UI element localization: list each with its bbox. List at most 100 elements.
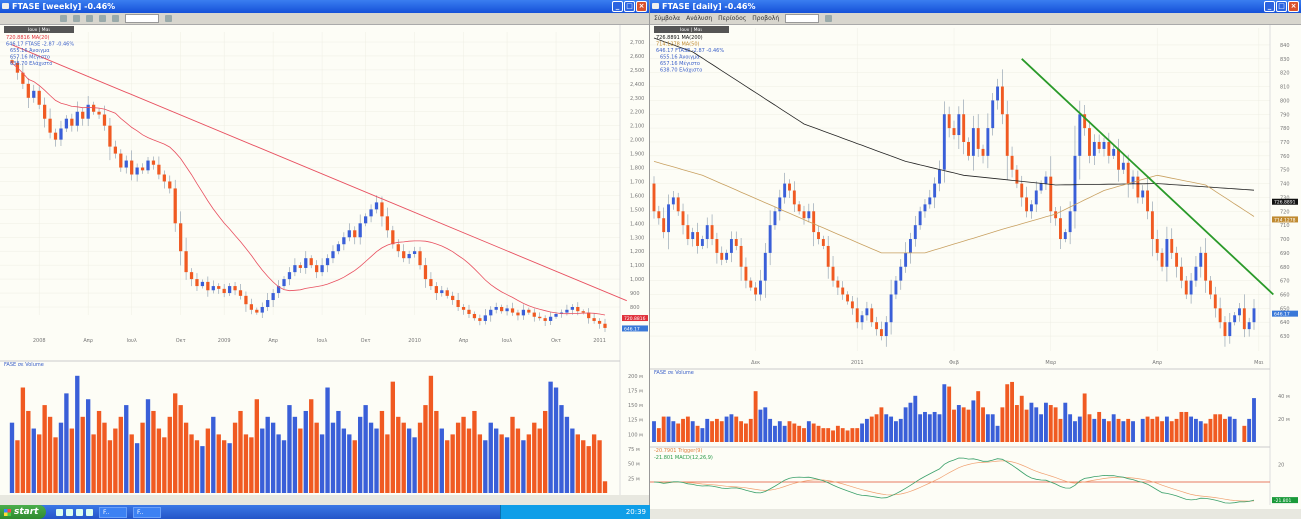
volume-bar [874,414,879,442]
desktop-icon[interactable] [86,508,93,516]
app-icon[interactable] [76,508,83,516]
window-icon [2,3,9,9]
folder-icon[interactable] [66,508,73,516]
volume-bar [724,416,729,442]
volume-bar [69,428,75,493]
candle [817,232,820,240]
candle [483,315,487,321]
title-bar: FTASE [weekly] -0.46% _ □ × [0,0,649,13]
candle [407,254,411,259]
volume-bar [167,416,172,493]
volume-bar [913,395,918,442]
candle [1228,322,1232,337]
candle [211,286,215,291]
volume-bar [118,416,123,493]
candle [206,281,210,291]
close-button[interactable]: × [1288,1,1299,12]
volume-bar [1242,425,1247,442]
y-tick-label: 1,300 [630,235,644,241]
volume-tick-label: 200 м [628,374,643,380]
volume-label: FASE σε Volume [654,370,694,376]
volume-bar [1068,414,1073,442]
candle [1005,114,1009,156]
menu-view[interactable]: Προβολή [752,15,780,22]
minimize-button[interactable]: _ [1264,1,1275,12]
taskbar-window-2[interactable]: F.. [133,506,161,518]
volume-bar [575,434,580,493]
candle [1092,141,1096,156]
line-tool-icon[interactable] [99,15,106,22]
volume-tick-label: 125 м [628,418,643,424]
taskbar-window-1[interactable]: F.. [99,506,127,518]
volume-bar [314,422,319,493]
volume-bar [1189,416,1194,442]
candle [1155,239,1159,253]
price-tag [1272,198,1298,205]
candle [860,315,864,323]
y-tick-label: 2,200 [630,110,644,116]
volume-bar [466,428,472,493]
volume-bar [504,437,510,493]
candle [592,318,596,321]
weekly-chart[interactable]: 2,700 2,600 2,500 2,400 2,300 2,200 2,100 2,000… [0,25,650,505]
candle [1146,190,1149,212]
volume-bar [976,391,981,442]
cursor-icon[interactable] [60,15,67,22]
candle [53,132,58,140]
volume-bar [1106,421,1111,442]
go-icon[interactable] [825,15,833,22]
zoom-icon[interactable] [86,15,93,22]
close-button[interactable]: × [636,1,647,12]
volume-bar [189,434,194,493]
candle [1117,148,1120,170]
volume-bar [570,428,575,493]
candle [440,290,444,294]
volume-bar [840,428,845,442]
go-icon[interactable] [165,15,172,22]
candle [710,225,714,240]
trigger-line [653,460,1255,502]
candle [1136,176,1140,198]
x-tick-label: 2010 [408,338,421,344]
volume-label: FASE σε Volume [4,362,44,368]
maximize-button[interactable]: □ [1276,1,1287,12]
volume-bar [1227,416,1232,442]
volume-bar [777,421,782,442]
volume-bar [884,414,889,442]
symbol-input[interactable] [785,14,820,23]
symbol-input[interactable] [125,14,159,23]
volume-bar [869,416,874,442]
horizontal-scrollbar[interactable] [0,495,650,505]
browser-icon[interactable] [56,508,63,516]
volume-bar [15,440,20,493]
window-title: FTASE [daily] -0.46% [662,2,756,11]
minimize-button[interactable]: _ [612,1,623,12]
candle [391,230,395,245]
volume-bar [739,421,744,442]
candle [293,265,297,273]
candle [238,290,243,296]
candle [380,202,384,217]
y-tick-label: 2,600 [630,54,644,60]
menu-analysis[interactable]: Ανάλυση [686,15,713,22]
volume-bar [455,422,461,493]
menu-symbols[interactable]: Σύμβολα [654,15,681,22]
daily-chart[interactable]: 840 830 820 810 800 790 780 770 760 750 740 730 720 7… [650,25,1301,519]
crosshair-icon[interactable] [73,15,80,22]
candle [1015,169,1019,184]
volume-bar [1087,414,1092,442]
x-tick-label: Ιουλ [317,338,327,344]
menu-period[interactable]: Περίοδος [718,15,747,22]
candle [37,90,41,105]
volume-bar [227,443,232,493]
candle [266,300,270,307]
start-button[interactable]: start [0,505,46,519]
volume-bar [559,405,564,493]
horizontal-scrollbar[interactable] [650,509,1301,519]
text-tool-icon[interactable] [112,15,119,22]
volume-bar [124,405,129,493]
volume-bar [1155,416,1160,442]
maximize-button[interactable]: □ [624,1,635,12]
candle [1189,280,1193,295]
candle [942,114,946,170]
